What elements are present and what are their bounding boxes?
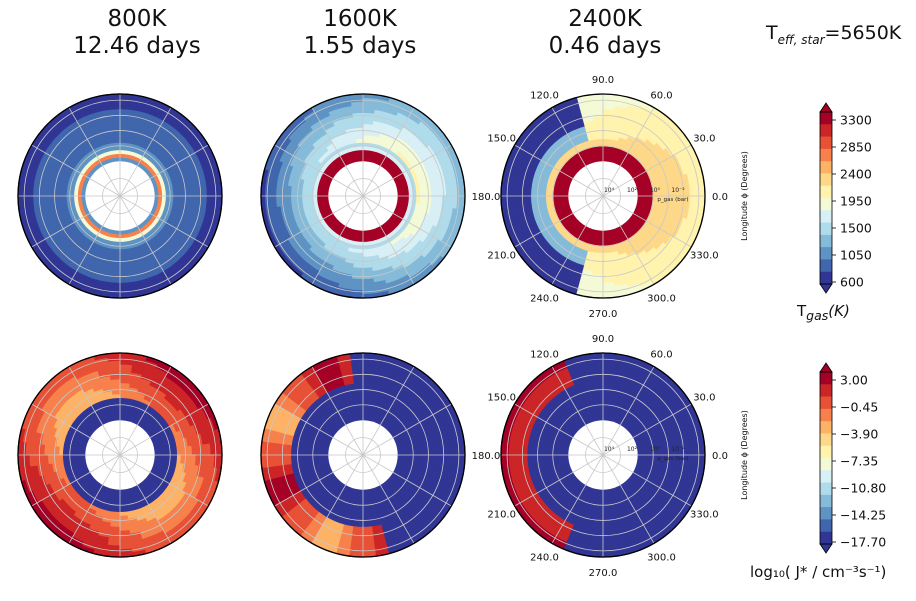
angular-tick-label: 0.0: [712, 192, 728, 203]
col-period-1600k: 1.55 days: [303, 33, 417, 59]
grid-spoke: [119, 195, 209, 248]
col-title-1600k: 1600K 1.55 days: [260, 6, 460, 60]
radial-tick-label: 10⁴: [604, 187, 615, 194]
angular-tick-label: 150.0: [487, 134, 516, 145]
polar-panel-1: [17, 93, 223, 299]
col-temp-1600k: 1600K: [323, 6, 397, 32]
angular-tick-label: 30.0: [693, 134, 715, 145]
col-period-800k: 12.46 days: [73, 33, 201, 59]
polar-panel-5: [260, 352, 466, 558]
angular-tick-label: 240.0: [530, 293, 559, 304]
radial-tick-label: 10²: [627, 187, 638, 194]
grid-spoke: [31, 144, 121, 197]
panel-frame: [17, 93, 223, 299]
angular-tick-label: 300.0: [647, 293, 676, 304]
col-period-2400k: 0.46 days: [548, 33, 662, 59]
grid-spoke: [119, 195, 172, 285]
angular-tick-label: 180.0: [472, 192, 501, 203]
col-temp-800k: 800K: [107, 6, 167, 32]
radial-axis-label: p_gas (bar): [657, 197, 688, 203]
angular-axis-label: Longitude ϕ (Degrees): [740, 151, 749, 241]
star-temperature-label: Teff, star=5650K: [766, 22, 902, 47]
col-title-800k: 800K 12.46 days: [37, 6, 237, 60]
grid-spoke: [119, 144, 209, 197]
col-title-2400k: 2400K 0.46 days: [505, 6, 705, 60]
polar-panel-4: [17, 352, 223, 558]
angular-tick-label: 330.0: [690, 251, 719, 262]
angular-tick-label: 60.0: [650, 91, 672, 102]
angular-tick-label: 270.0: [589, 309, 618, 320]
polar-panel-2: [260, 93, 466, 299]
radial-tick-label: 10⁻²: [671, 187, 685, 194]
grid-spoke: [31, 195, 121, 248]
grid-spoke: [68, 107, 121, 197]
col-temp-2400k: 2400K: [568, 6, 642, 32]
angular-tick-label: 210.0: [487, 251, 516, 262]
colorbar-title-temperature: Tgas(K): [797, 302, 850, 323]
polar-panel-6: 0.030.060.090.0120.0150.0180.0210.0240.0…: [472, 334, 749, 579]
angular-tick-label: 90.0: [592, 75, 614, 86]
angular-tick-label: 120.0: [530, 91, 559, 102]
radial-tick-label: 10⁰: [650, 187, 661, 194]
grid-spoke: [68, 195, 121, 285]
colorbar-title-nucleation: log₁₀( J* / cm⁻³s⁻¹): [750, 563, 887, 581]
grid-spoke: [119, 107, 172, 197]
polar-panel-3: 0.0 30.0 60.0 90.0 120.0 150.0 180.0 210.0 240.0…: [472, 75, 749, 320]
